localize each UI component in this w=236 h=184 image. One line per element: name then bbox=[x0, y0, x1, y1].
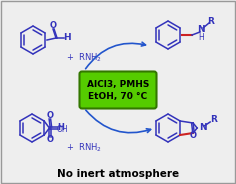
Text: O: O bbox=[50, 20, 56, 29]
Text: N: N bbox=[199, 123, 207, 132]
Text: OH: OH bbox=[56, 125, 68, 134]
Text: +  RNH$_2$: + RNH$_2$ bbox=[66, 142, 102, 154]
FancyBboxPatch shape bbox=[80, 72, 156, 109]
Text: O: O bbox=[47, 135, 54, 144]
Text: N: N bbox=[197, 24, 205, 33]
Text: R: R bbox=[210, 116, 217, 125]
Text: H: H bbox=[58, 123, 65, 132]
Text: O: O bbox=[190, 132, 197, 141]
Text: +  RNH$_2$: + RNH$_2$ bbox=[66, 52, 102, 64]
Text: R: R bbox=[208, 17, 215, 26]
Text: H: H bbox=[198, 33, 204, 42]
Text: No inert atmosphere: No inert atmosphere bbox=[57, 169, 179, 179]
Text: AlCl3, PMHS: AlCl3, PMHS bbox=[87, 80, 149, 89]
Text: H: H bbox=[63, 33, 71, 43]
Text: O: O bbox=[47, 112, 54, 121]
Text: EtOH, 70 °C: EtOH, 70 °C bbox=[88, 92, 148, 101]
